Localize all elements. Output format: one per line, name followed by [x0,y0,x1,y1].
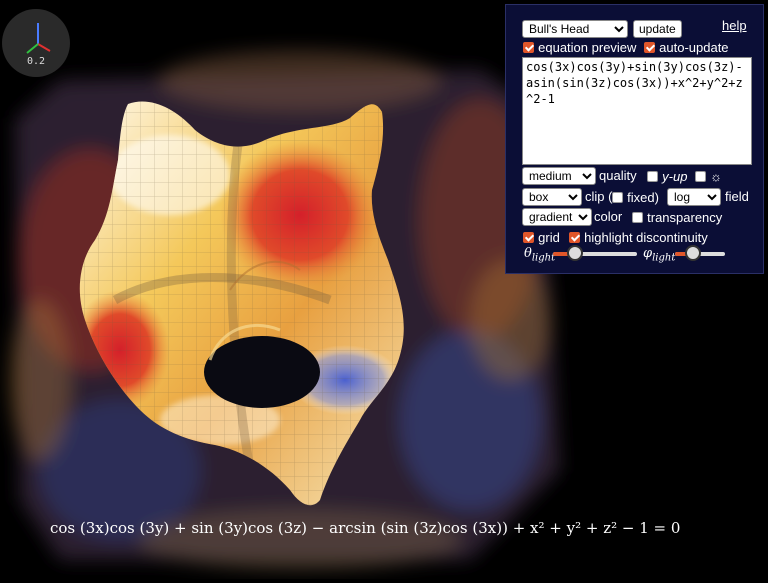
help-link[interactable]: help [722,18,747,33]
quality-label: quality [599,168,637,183]
equation-preview-toggle[interactable]: equation preview [523,40,636,56]
light-toggle[interactable]: ☼ [695,169,722,185]
clip-select[interactable]: box [522,188,582,206]
highlight-discontinuity-label: highlight discontinuity [584,230,708,245]
y-up-label: y-up [662,169,688,184]
auto-update-checkbox[interactable] [644,42,655,53]
theta-light-slider[interactable] [553,245,637,261]
auto-update-label: auto-update [659,40,729,55]
theta-light-label: θlight [524,246,556,264]
control-panel: Bull's Head update help equation preview… [505,4,764,274]
grid-checkbox[interactable] [523,232,534,243]
transparency-toggle[interactable]: transparency [632,210,722,226]
color-label: color [594,209,623,224]
phi-light-label: φlight [643,246,676,264]
highlight-discontinuity-toggle[interactable]: highlight discontinuity [569,230,708,246]
y-up-toggle[interactable]: y-up [647,169,687,185]
clip-label: clip ( [585,189,613,204]
grid-label: grid [538,230,560,245]
update-button[interactable]: update [633,20,682,38]
zoom-readout: 0.2 [26,56,46,67]
color-select[interactable]: gradient [522,208,592,226]
clip-fixed-checkbox[interactable] [612,192,623,203]
equation-preview-label: equation preview [538,40,637,55]
surface-hole [204,336,320,408]
light-checkbox[interactable] [695,171,706,182]
grid-toggle[interactable]: grid [523,230,560,246]
field-select[interactable]: log [667,188,721,206]
preset-select[interactable]: Bull's Head [522,20,628,38]
quality-select[interactable]: medium [522,167,596,185]
theta-light-slider-thumb[interactable] [567,245,583,261]
phi-light-slider-thumb[interactable] [685,245,701,261]
transparency-label: transparency [647,210,723,225]
field-label: field [725,189,749,204]
y-up-checkbox[interactable] [647,171,658,182]
equation-preview-caption: cos (3x)cos (3y) + sin (3y)cos (3z) − ar… [50,519,681,537]
phi-light-slider[interactable] [675,245,725,261]
highlight-discontinuity-checkbox[interactable] [569,232,580,243]
equation-preview-checkbox[interactable] [523,42,534,53]
auto-update-toggle[interactable]: auto-update [644,40,729,56]
transparency-checkbox[interactable] [632,212,643,223]
sun-icon: ☼ [710,169,723,184]
clip-fixed-label: fixed) [627,190,659,205]
clip-fixed-toggle[interactable]: fixed) [612,190,659,206]
axes-icon [26,23,51,54]
equation-input[interactable]: cos(3x)cos(3y)+sin(3y)cos(3z)-asin(sin(3… [522,57,752,165]
axes-orientation-widget[interactable]: 0.2 [2,9,70,77]
